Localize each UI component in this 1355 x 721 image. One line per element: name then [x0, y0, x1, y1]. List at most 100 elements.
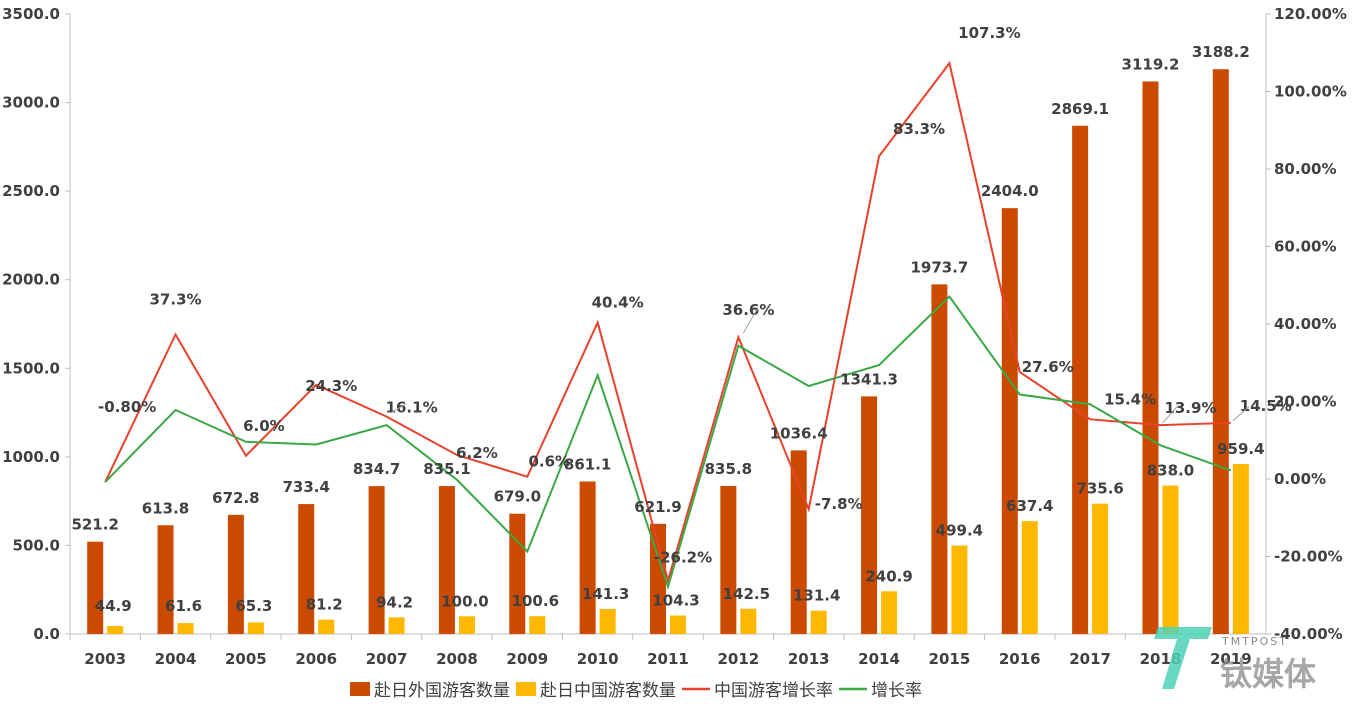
- x-tick-label: 2003: [84, 650, 126, 668]
- data-labels: 521.2 613.8 672.8 733.4 834.7 835.1 679.0 861.1…: [71, 24, 1291, 615]
- bar: [810, 610, 827, 634]
- legend-label: 增长率: [871, 681, 922, 701]
- watermark-text: 钛媒体: [1220, 655, 1316, 693]
- x-tick-label: 2012: [717, 650, 759, 668]
- bar-data-label: 733.4: [283, 478, 330, 496]
- x-tick-label: 2007: [366, 650, 408, 668]
- bar: [458, 616, 475, 634]
- bar: [1021, 521, 1038, 634]
- bar: [87, 541, 104, 634]
- line-data-label: 40.4%: [592, 293, 644, 311]
- legend: 赴日外国游客数量 赴日中国游客数量 中国游客增长率 增长率: [350, 681, 922, 701]
- bar: [740, 608, 757, 634]
- series-line: [104, 294, 1232, 591]
- bar: [107, 626, 124, 634]
- bar-data-label: 679.0: [494, 488, 541, 506]
- bar: [579, 481, 596, 634]
- line-data-label: 6.2%: [456, 444, 498, 462]
- bar-data-label: 141.3: [582, 585, 629, 603]
- line-data-label: 24.3%: [305, 377, 357, 395]
- bar-data-label: 3119.2: [1122, 55, 1180, 73]
- y-left-tick-label: 500.0: [13, 536, 60, 554]
- bar-data-label: 672.8: [212, 489, 259, 507]
- bar: [247, 622, 264, 634]
- bar: [861, 396, 878, 634]
- bar-data-label: 94.2: [376, 593, 413, 611]
- bar-data-label: 1973.7: [910, 258, 968, 276]
- bar: [1001, 208, 1018, 635]
- line-data-label: 83.3%: [893, 120, 945, 138]
- bar-data-label: 1036.4: [770, 424, 828, 442]
- bar-data-label: 2869.1: [1051, 100, 1109, 118]
- line-data-label: 27.6%: [1022, 358, 1074, 376]
- leader-line: [742, 306, 759, 334]
- lines: [104, 60, 1232, 591]
- bar-data-label: 861.1: [564, 455, 611, 473]
- x-tick-label: 2016: [999, 650, 1041, 668]
- y-left-tick-label: 2500.0: [2, 182, 60, 200]
- y-right-tick-label: -20.00%: [1274, 548, 1343, 566]
- x-tick-label: 2008: [436, 650, 478, 668]
- bar: [177, 623, 194, 634]
- bar-data-label: 131.4: [793, 587, 840, 605]
- x-tick-label: 2013: [788, 650, 830, 668]
- line-data-label: 0.6%: [528, 453, 570, 471]
- bar: [227, 514, 244, 634]
- bar-data-label: 100.6: [512, 592, 559, 610]
- bar-data-label: 613.8: [142, 499, 189, 517]
- bar-data-label: 2404.0: [981, 182, 1039, 200]
- x-tick-label: 2004: [155, 650, 197, 668]
- bar: [1232, 464, 1249, 634]
- bar: [529, 616, 546, 634]
- line-data-label: 37.3%: [150, 290, 202, 308]
- bar: [1142, 81, 1159, 635]
- bar: [951, 545, 968, 634]
- x-tick-label: 2017: [1069, 650, 1111, 668]
- bar-data-label: 838.0: [1147, 462, 1194, 480]
- leader-line: [391, 403, 407, 414]
- x-tick-label: 2006: [295, 650, 337, 668]
- bar-data-label: 61.6: [165, 597, 202, 615]
- bar: [438, 486, 455, 634]
- bar-data-label: 834.7: [353, 460, 400, 478]
- line-data-label: -26.2%: [654, 549, 712, 567]
- line-data-label: 15.4%: [1104, 390, 1156, 408]
- bar: [720, 485, 737, 634]
- bar-data-label: 100.0: [441, 592, 488, 610]
- bar: [1072, 125, 1089, 634]
- bar: [1212, 69, 1229, 634]
- x-tick-label: 2010: [577, 650, 619, 668]
- bar: [388, 617, 405, 634]
- bar-data-label: 142.5: [723, 585, 770, 603]
- legend-label: 中国游客增长率: [714, 681, 833, 701]
- bar-data-label: 621.9: [634, 498, 681, 516]
- y-right-tick-label: 20.00%: [1274, 393, 1336, 411]
- legend-swatch: [516, 682, 536, 696]
- y-right-tick-label: 0.00%: [1274, 470, 1326, 488]
- watermark-logo: 钛媒体 TMTPOST: [1154, 627, 1316, 693]
- y-left-tick-label: 3000.0: [2, 94, 60, 112]
- bar-data-label: 44.9: [95, 597, 132, 615]
- bar: [650, 523, 666, 634]
- leader-line: [1162, 404, 1179, 424]
- y-left-tick-label: 1500.0: [2, 359, 60, 377]
- y-right-tick-label: 100.00%: [1274, 83, 1347, 101]
- bar-data-label: 499.4: [936, 522, 983, 540]
- bar-data-label: 835.1: [423, 460, 470, 478]
- x-tick-label: 2011: [647, 650, 689, 668]
- x-tick-label: 2009: [506, 650, 548, 668]
- line-data-label: -0.80%: [98, 398, 156, 416]
- y-right-tick-label: 40.00%: [1274, 315, 1336, 333]
- y-left-tick-label: 2000.0: [2, 271, 60, 289]
- line-data-label: 16.1%: [386, 399, 438, 417]
- bar-data-label: 959.4: [1217, 440, 1264, 458]
- series-line: [104, 60, 1231, 585]
- line-data-label: -7.8%: [815, 495, 863, 513]
- bar: [931, 284, 948, 634]
- bar: [298, 504, 315, 634]
- legend-label: 赴日中国游客数量: [540, 681, 676, 701]
- x-tick-label: 2019: [1210, 650, 1252, 668]
- bar-data-label: 3188.2: [1192, 43, 1250, 61]
- bar-data-label: 735.6: [1076, 480, 1123, 498]
- y-left-tick-label: 0.0: [33, 625, 60, 643]
